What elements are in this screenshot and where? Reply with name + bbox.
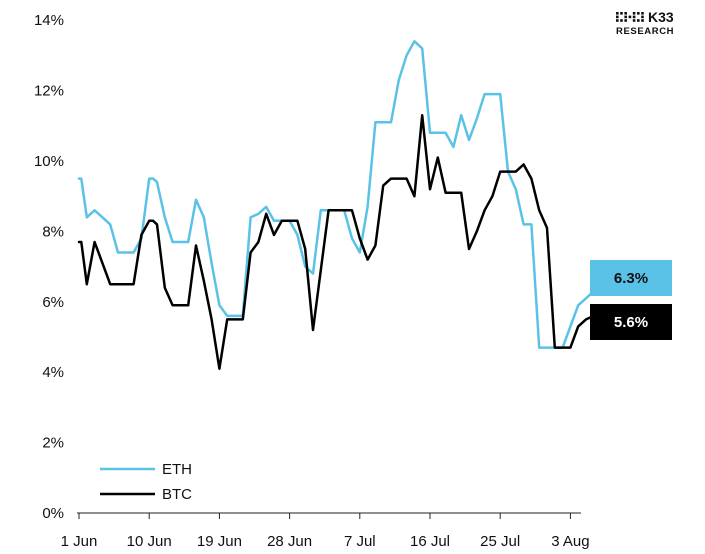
logo-dot xyxy=(632,19,636,22)
badge-bg-btc xyxy=(590,304,672,340)
y-tick-label: 4% xyxy=(42,364,64,381)
logo-dot xyxy=(624,12,627,15)
y-axis: 0% 2% 4% 6% 8% 10% 12% 14% xyxy=(34,12,64,522)
x-tick-label: 7 Jul xyxy=(344,533,376,550)
y-tick-label: 8% xyxy=(42,223,64,240)
x-tick-label: 25 Jul xyxy=(480,533,520,550)
x-tick-label: 19 Jun xyxy=(197,533,242,550)
series-line-eth xyxy=(77,40,596,349)
logo-dot xyxy=(628,15,632,19)
logo-dot xyxy=(641,19,644,22)
x-tick-label: 10 Jun xyxy=(127,533,172,550)
badge-bg-eth xyxy=(590,260,672,296)
x-tick-label: 1 Jun xyxy=(61,533,98,550)
legend-item-eth: ETH xyxy=(100,461,192,478)
y-tick-label: 12% xyxy=(34,83,64,100)
dot-matrix-logo-icon xyxy=(616,12,644,22)
logo-dot xyxy=(632,15,636,19)
logo-dot xyxy=(632,12,636,15)
logo-dot xyxy=(620,12,623,15)
logo-dot xyxy=(620,19,623,22)
logo-dot xyxy=(624,15,627,19)
badge-eth: 6.3% xyxy=(590,260,672,296)
badge-value-eth: 6.3% xyxy=(614,270,648,287)
logo-dot xyxy=(641,12,644,15)
logo-dot xyxy=(637,12,640,15)
legend-label-eth: ETH xyxy=(162,461,192,478)
legend: ETH BTC xyxy=(100,461,192,503)
y-tick-label: 14% xyxy=(34,12,64,29)
badge-btc: 5.6% xyxy=(590,304,672,340)
logo-dot xyxy=(624,19,627,22)
x-tick-label: 28 Jun xyxy=(267,533,312,550)
brand-logo: K33 RESEARCH xyxy=(616,9,674,37)
logo-dot xyxy=(616,19,619,22)
x-tick-label: 16 Jul xyxy=(410,533,450,550)
legend-label-btc: BTC xyxy=(162,486,192,503)
series-line-btc xyxy=(77,113,596,370)
badge-value-btc: 5.6% xyxy=(614,314,648,331)
logo-dot xyxy=(616,15,619,19)
brand-name: K33 xyxy=(648,9,674,25)
logo-dot xyxy=(641,15,644,19)
series-layer xyxy=(77,40,596,370)
y-tick-label: 2% xyxy=(42,435,64,452)
logo-dot xyxy=(637,19,640,22)
legend-item-btc: BTC xyxy=(100,486,192,503)
x-axis: 1 Jun 10 Jun 19 Jun 28 Jun 7 Jul 16 Jul 25 Jul… xyxy=(61,512,590,550)
y-tick-label: 0% xyxy=(42,505,64,522)
value-badges: 6.3% 5.6% xyxy=(590,260,672,340)
x-tick-label: 3 Aug xyxy=(551,533,589,550)
y-tick-label: 10% xyxy=(34,153,64,170)
y-tick-label: 6% xyxy=(42,294,64,311)
brand-subtitle: RESEARCH xyxy=(616,26,674,37)
logo-dot xyxy=(616,12,619,15)
